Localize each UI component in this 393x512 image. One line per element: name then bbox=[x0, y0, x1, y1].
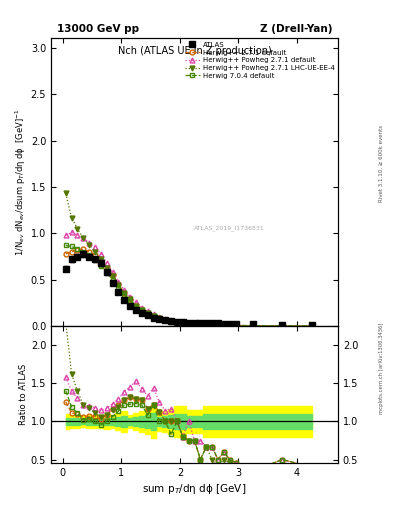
Text: Rivet 3.1.10, ≥ 600k events: Rivet 3.1.10, ≥ 600k events bbox=[379, 125, 384, 202]
Y-axis label: 1/N$_{ev}$ dN$_{ev}$/dsum p$_{T}$/dη dϕ  [GeV]$^{-1}$: 1/N$_{ev}$ dN$_{ev}$/dsum p$_{T}$/dη dϕ … bbox=[13, 109, 28, 256]
Legend: ATLAS, Herwig++ 2.7.1 default, Herwig++ Powheg 2.7.1 default, Herwig++ Powheg 2.: ATLAS, Herwig++ 2.7.1 default, Herwig++ … bbox=[183, 40, 336, 80]
Text: mcplots.cern.ch [arXiv:1306.3436]: mcplots.cern.ch [arXiv:1306.3436] bbox=[379, 323, 384, 414]
X-axis label: sum p$_{T}$/dη dϕ [GeV]: sum p$_{T}$/dη dϕ [GeV] bbox=[142, 482, 247, 497]
Text: Nch (ATLAS UE in Z production): Nch (ATLAS UE in Z production) bbox=[118, 46, 272, 56]
Y-axis label: Ratio to ATLAS: Ratio to ATLAS bbox=[19, 364, 28, 425]
Text: Z (Drell-Yan): Z (Drell-Yan) bbox=[260, 24, 332, 34]
Text: ATLAS_2019_I1736531: ATLAS_2019_I1736531 bbox=[194, 226, 264, 231]
Text: 13000 GeV pp: 13000 GeV pp bbox=[57, 24, 139, 34]
